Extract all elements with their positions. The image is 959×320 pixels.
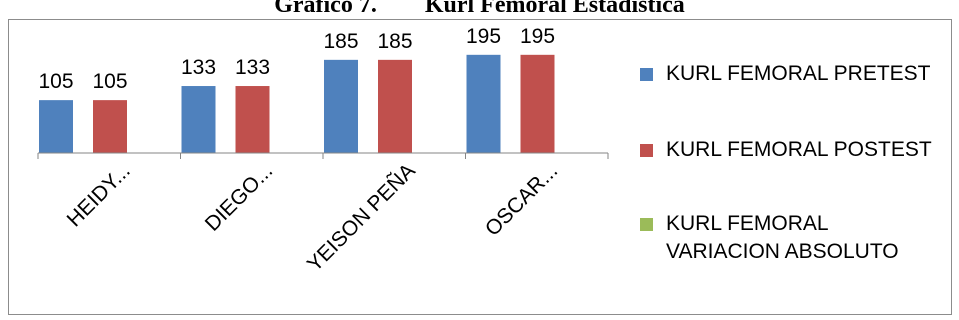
- legend-swatch-pretest: [640, 68, 653, 81]
- bar-postest-4: [520, 54, 555, 153]
- x-tick-label-1: HEIDY...: [63, 159, 135, 231]
- data-label-pretest-1: 105: [38, 70, 73, 93]
- legend-label-variacion-line2: VARIACION ABSOLUTO: [666, 240, 899, 263]
- bar-postest-1: [93, 100, 127, 153]
- x-tick-labels-group: HEIDY... DIEGO... YEISON PEÑA OSCAR...: [63, 159, 563, 277]
- data-label-postest-4: 195: [520, 25, 555, 48]
- x-tick-label-4: OSCAR...: [481, 159, 562, 240]
- bar-postest-3: [378, 59, 412, 153]
- data-label-postest-1: 105: [92, 70, 127, 93]
- bar-postest-2: [235, 86, 270, 153]
- bars-group: [39, 54, 555, 153]
- x-tick-label-3: YEISON PEÑA: [302, 159, 420, 277]
- bar-pretest-2: [181, 86, 216, 153]
- legend-swatch-postest: [640, 144, 653, 157]
- bar-pretest-1: [39, 100, 73, 153]
- data-label-pretest-3: 185: [323, 30, 358, 53]
- legend-label-postest: KURL FEMORAL POSTEST: [666, 138, 932, 161]
- bar-pretest-3: [324, 59, 358, 153]
- bar-pretest-4: [466, 54, 501, 153]
- data-label-pretest-2: 133: [181, 56, 216, 79]
- chart-title: Gráfico 7. Kurl Femoral Estadística: [274, 0, 685, 18]
- legend-label-pretest: KURL FEMORAL PRETEST: [666, 62, 931, 85]
- x-axis: [37, 152, 609, 159]
- legend-label-variacion-line1: KURL FEMORAL: [666, 212, 829, 235]
- legend-swatch-variacion: [640, 218, 653, 231]
- data-label-postest-3: 185: [377, 30, 412, 53]
- data-label-pretest-4: 195: [466, 25, 501, 48]
- data-label-postest-2: 133: [235, 56, 270, 79]
- data-labels-group: 105 105 133 133 185 185 195 195: [38, 25, 555, 93]
- x-tick-label-2: DIEGO...: [201, 159, 278, 236]
